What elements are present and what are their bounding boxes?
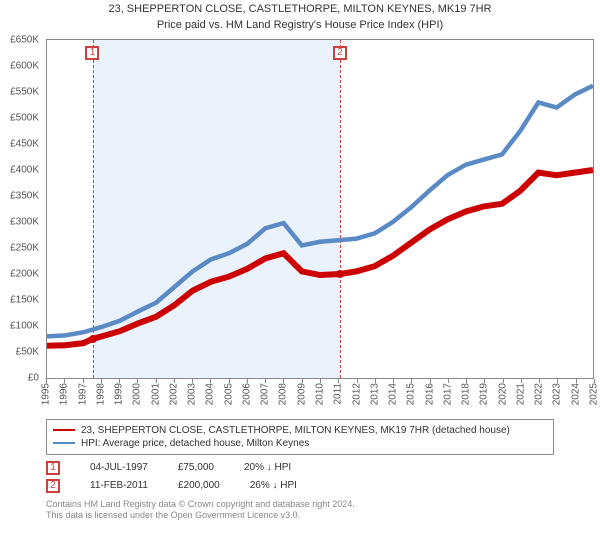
x-tick-label: 2022	[534, 383, 545, 405]
x-tick-label: 2023	[552, 383, 563, 405]
sale-row-marker: 1	[46, 461, 60, 475]
sale-row-delta: 26% ↓ HPI	[250, 480, 297, 491]
x-tick-label: 2007	[260, 383, 271, 405]
sale-row: 1 04-JUL-1997 £75,000 20% ↓ HPI	[46, 459, 554, 477]
x-tick-label: 2004	[205, 383, 216, 405]
legend-swatch	[53, 429, 75, 431]
x-tick-label: 2009	[296, 383, 307, 405]
title-line-2: Price paid vs. HM Land Registry's House …	[0, 16, 600, 32]
y-tick-label: £300K	[10, 216, 39, 227]
x-tick-label: 2003	[187, 383, 198, 405]
footer-line-2: This data is licensed under the Open Gov…	[46, 510, 554, 522]
series-property	[47, 170, 593, 346]
plot-region: £0£50K£100K£150K£200K£250K£300K£350K£400…	[46, 39, 594, 379]
x-tick-label: 2001	[150, 383, 161, 405]
legend: 23, SHEPPERTON CLOSE, CASTLETHORPE, MILT…	[46, 419, 554, 455]
x-tick-label: 2002	[168, 383, 179, 405]
sales-table: 1 04-JUL-1997 £75,000 20% ↓ HPI 2 11-FEB-2011…	[46, 459, 554, 495]
legend-label: 23, SHEPPERTON CLOSE, CASTLETHORPE, MILT…	[81, 425, 510, 436]
sale-marker-box: 2	[333, 46, 347, 60]
x-tick-label: 2015	[406, 383, 417, 405]
x-tick-label: 1995	[41, 383, 52, 405]
line-layer	[47, 40, 593, 378]
legend-row: 23, SHEPPERTON CLOSE, CASTLETHORPE, MILT…	[53, 424, 547, 437]
x-tick-label: 2016	[424, 383, 435, 405]
y-tick-label: £0	[28, 372, 39, 383]
sale-row-price: £75,000	[178, 462, 214, 473]
y-tick-label: £100K	[10, 320, 39, 331]
y-tick-label: £500K	[10, 112, 39, 123]
x-tick-label: 2010	[315, 383, 326, 405]
x-tick-label: 1999	[114, 383, 125, 405]
x-tick-label: 2013	[369, 383, 380, 405]
x-tick-label: 2005	[223, 383, 234, 405]
x-tick-label: 2000	[132, 383, 143, 405]
chart-title: 23, SHEPPERTON CLOSE, CASTLETHORPE, MILT…	[0, 0, 600, 33]
x-tick-label: 2018	[461, 383, 472, 405]
x-tick-label: 2006	[241, 383, 252, 405]
x-tick-label: 2014	[388, 383, 399, 405]
x-tick-label: 1998	[95, 383, 106, 405]
y-tick-label: £150K	[10, 294, 39, 305]
legend-swatch	[53, 442, 75, 444]
x-tick-label: 2025	[589, 383, 600, 405]
y-axis: £0£50K£100K£150K£200K£250K£300K£350K£400…	[1, 40, 43, 378]
legend-label: HPI: Average price, detached house, Milt…	[81, 438, 309, 449]
series-hpi	[47, 85, 593, 336]
sale-point-dot	[89, 335, 97, 343]
x-tick-label: 1997	[77, 383, 88, 405]
x-tick-label: 2008	[278, 383, 289, 405]
y-tick-label: £50K	[16, 346, 39, 357]
y-tick-label: £600K	[10, 60, 39, 71]
y-tick-label: £350K	[10, 190, 39, 201]
sale-row-marker: 2	[46, 479, 60, 493]
sale-row-price: £200,000	[178, 480, 220, 491]
y-tick-label: £450K	[10, 138, 39, 149]
footer-line-1: Contains HM Land Registry data © Crown c…	[46, 499, 554, 511]
y-tick-label: £250K	[10, 242, 39, 253]
footer-attribution: Contains HM Land Registry data © Crown c…	[46, 499, 554, 522]
x-tick-label: 2021	[515, 383, 526, 405]
sale-row-date: 04-JUL-1997	[90, 462, 148, 473]
legend-row: HPI: Average price, detached house, Milt…	[53, 437, 547, 450]
title-line-1: 23, SHEPPERTON CLOSE, CASTLETHORPE, MILT…	[0, 0, 600, 16]
x-tick-label: 2024	[570, 383, 581, 405]
sale-marker-box: 1	[85, 46, 99, 60]
y-tick-label: £650K	[10, 34, 39, 45]
y-tick-label: £200K	[10, 268, 39, 279]
y-tick-label: £550K	[10, 86, 39, 97]
x-tick-label: 2020	[497, 383, 508, 405]
x-tick-label: 2019	[479, 383, 490, 405]
sale-row-date: 11-FEB-2011	[90, 480, 148, 491]
x-axis: 1995199619971998199920002001200220032004…	[46, 379, 594, 413]
sale-row-delta: 20% ↓ HPI	[244, 462, 291, 473]
sale-point-dot	[336, 270, 344, 278]
y-tick-label: £400K	[10, 164, 39, 175]
x-tick-label: 1996	[59, 383, 70, 405]
sale-row: 2 11-FEB-2011 £200,000 26% ↓ HPI	[46, 477, 554, 495]
chart-area: £0£50K£100K£150K£200K£250K£300K£350K£400…	[46, 39, 594, 413]
x-tick-label: 2012	[351, 383, 362, 405]
x-tick-label: 2011	[333, 383, 344, 405]
x-tick-label: 2017	[442, 383, 453, 405]
